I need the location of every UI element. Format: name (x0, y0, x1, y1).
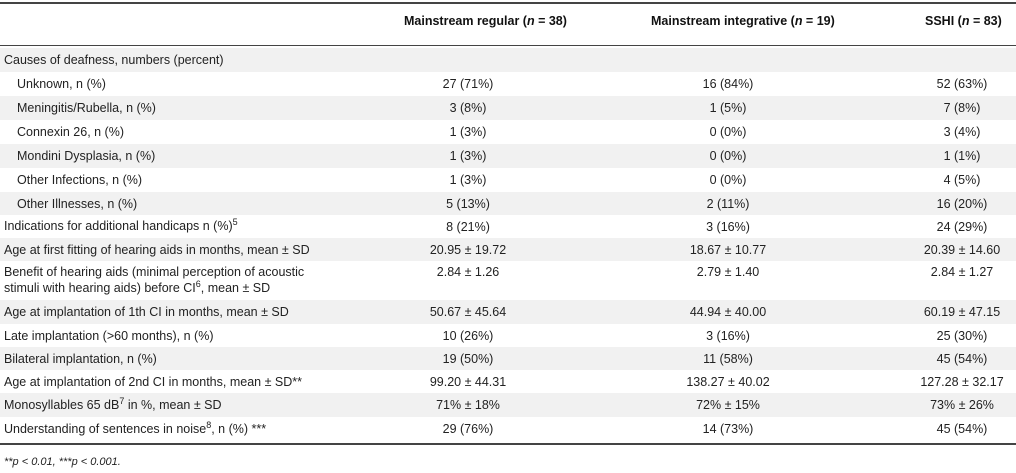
row-label-line1: Benefit of hearing aids (minimal percept… (4, 265, 305, 279)
row-label: Unknown, n (%) (17, 77, 106, 91)
cell-sshi: 52 (63%) (936, 77, 988, 91)
row-label: Connexin 26, n (%) (17, 125, 125, 139)
cell-mainstream-integrative: 0 (0%) (709, 173, 747, 187)
cell-mainstream-integrative: 11 (58%) (703, 352, 753, 366)
cell-sshi: 7 (8%) (943, 101, 981, 115)
cell-sshi: 20.39 ± 14.60 (923, 243, 1001, 257)
cell-mainstream-integrative: 0 (0%) (709, 149, 747, 163)
header-mainstream-regular: Mainstream regular (n = 38) (404, 14, 567, 28)
cell-sshi: 2.84 ± 1.27 (930, 265, 994, 279)
cell-mainstream-integrative: 1 (5%) (709, 101, 747, 115)
table-row: Causes of deafness, numbers (percent) (0, 48, 1016, 72)
header-rule (0, 45, 1016, 46)
header-mainstream-integrative: Mainstream integrative (n = 19) (651, 14, 835, 28)
cell-mainstream-integrative: 0 (0%) (709, 125, 747, 139)
row-label: Late implantation (>60 months), n (%) (4, 329, 214, 343)
cell-sshi: 4 (5%) (943, 173, 981, 187)
cell-sshi: 1 (1%) (943, 149, 981, 163)
cell-mainstream-regular: 1 (3%) (449, 125, 487, 139)
table-row: Other Infections, n (%) 1 (3%) 0 (0%) 4 … (0, 168, 1016, 192)
table-row: Meningitis/Rubella, n (%) 3 (8%) 1 (5%) … (0, 96, 1016, 120)
cell-mainstream-regular: 2.84 ± 1.26 (436, 265, 500, 279)
cell-sshi: 45 (54%) (936, 352, 988, 366)
cell-mainstream-regular: 20.95 ± 19.72 (429, 243, 507, 257)
cell-sshi: 3 (4%) (943, 125, 981, 139)
cell-mainstream-integrative: 3 (16%) (706, 329, 750, 343)
cell-mainstream-regular: 3 (8%) (449, 101, 487, 115)
row-label: Age at implantation of 2nd CI in months,… (4, 375, 302, 389)
table-row: Age at implantation of 2nd CI in months,… (0, 370, 1016, 393)
cell-mainstream-regular: 1 (3%) (449, 173, 487, 187)
cell-mainstream-regular: 1 (3%) (449, 149, 487, 163)
cell-mainstream-integrative: 16 (84%) (702, 77, 754, 91)
row-label: Understanding of sentences in noise8, n … (4, 420, 267, 437)
table-row: Connexin 26, n (%) 1 (3%) 0 (0%) 3 (4%) (0, 120, 1016, 144)
row-label: Bilateral implantation, n (%) (4, 352, 157, 366)
top-rule (0, 2, 1016, 4)
header-sshi: SSHI (n = 83) (925, 14, 1002, 28)
table-row: Late implantation (>60 months), n (%) 10… (0, 324, 1016, 347)
cell-mainstream-regular: 99.20 ± 44.31 (429, 375, 507, 389)
cell-sshi: 16 (20%) (936, 197, 988, 211)
cell-mainstream-regular: 71% ± 18% (436, 398, 500, 412)
table-footnote: **p < 0.01, ***p < 0.001. (4, 456, 121, 468)
cell-sshi: 45 (54%) (936, 422, 988, 436)
row-label: Mondini Dysplasia, n (%) (17, 149, 156, 163)
table-row: Age at first fitting of hearing aids in … (0, 238, 1016, 261)
cell-mainstream-integrative: 72% ± 15% (696, 398, 760, 412)
row-label: Indications for additional handicaps n (… (4, 217, 238, 234)
cell-sshi: 60.19 ± 47.15 (923, 305, 1001, 319)
cell-mainstream-regular: 10 (26%) (442, 329, 494, 343)
table-row: Other Illnesses, n (%) 5 (13%) 2 (11%) 1… (0, 192, 1016, 215)
row-label: Causes of deafness, numbers (percent) (4, 53, 224, 67)
cell-mainstream-integrative: 14 (73%) (702, 422, 754, 436)
row-label: Other Illnesses, n (%) (17, 197, 138, 211)
table-row: Benefit of hearing aids (minimal percept… (0, 261, 1016, 300)
cell-mainstream-integrative: 2 (11%) (706, 197, 750, 211)
row-label: Age at first fitting of hearing aids in … (4, 243, 310, 257)
cell-sshi: 24 (29%) (936, 220, 988, 234)
row-label: Other Infections, n (%) (17, 173, 143, 187)
table-row: Age at implantation of 1th CI in months,… (0, 300, 1016, 324)
row-label: Age at implantation of 1th CI in months,… (4, 305, 289, 319)
cell-sshi: 25 (30%) (936, 329, 988, 343)
cell-mainstream-regular: 27 (71%) (442, 77, 494, 91)
cell-mainstream-integrative: 3 (16%) (706, 220, 750, 234)
cell-mainstream-integrative: 2.79 ± 1.40 (696, 265, 760, 279)
bottom-rule (0, 443, 1016, 445)
cell-sshi: 73% ± 26% (930, 398, 994, 412)
table-row: Bilateral implantation, n (%) 19 (50%) 1… (0, 347, 1016, 370)
cell-mainstream-regular: 29 (76%) (442, 422, 494, 436)
row-label-line2: stimuli with hearing aids) before CI6, m… (4, 279, 271, 296)
cell-mainstream-regular: 50.67 ± 45.64 (429, 305, 507, 319)
table-row: Unknown, n (%) 27 (71%) 16 (84%) 52 (63%… (0, 72, 1016, 96)
table-row: Understanding of sentences in noise8, n … (0, 417, 1016, 441)
cell-mainstream-integrative: 18.67 ± 10.77 (689, 243, 767, 257)
cell-mainstream-integrative: 44.94 ± 40.00 (689, 305, 767, 319)
table-row: Indications for additional handicaps n (… (0, 215, 1016, 238)
cell-sshi: 127.28 ± 32.17 (920, 375, 1004, 389)
row-label: Meningitis/Rubella, n (%) (17, 101, 156, 115)
cell-mainstream-integrative: 138.27 ± 40.02 (686, 375, 770, 389)
cell-mainstream-regular: 8 (21%) (446, 220, 490, 234)
table-row: Monosyllables 65 dB7 in %, mean ± SD 71%… (0, 393, 1016, 417)
cell-mainstream-regular: 19 (50%) (442, 352, 494, 366)
cell-mainstream-regular: 5 (13%) (446, 197, 490, 211)
row-label: Monosyllables 65 dB7 in %, mean ± SD (4, 396, 222, 413)
table-row: Mondini Dysplasia, n (%) 1 (3%) 0 (0%) 1… (0, 144, 1016, 168)
